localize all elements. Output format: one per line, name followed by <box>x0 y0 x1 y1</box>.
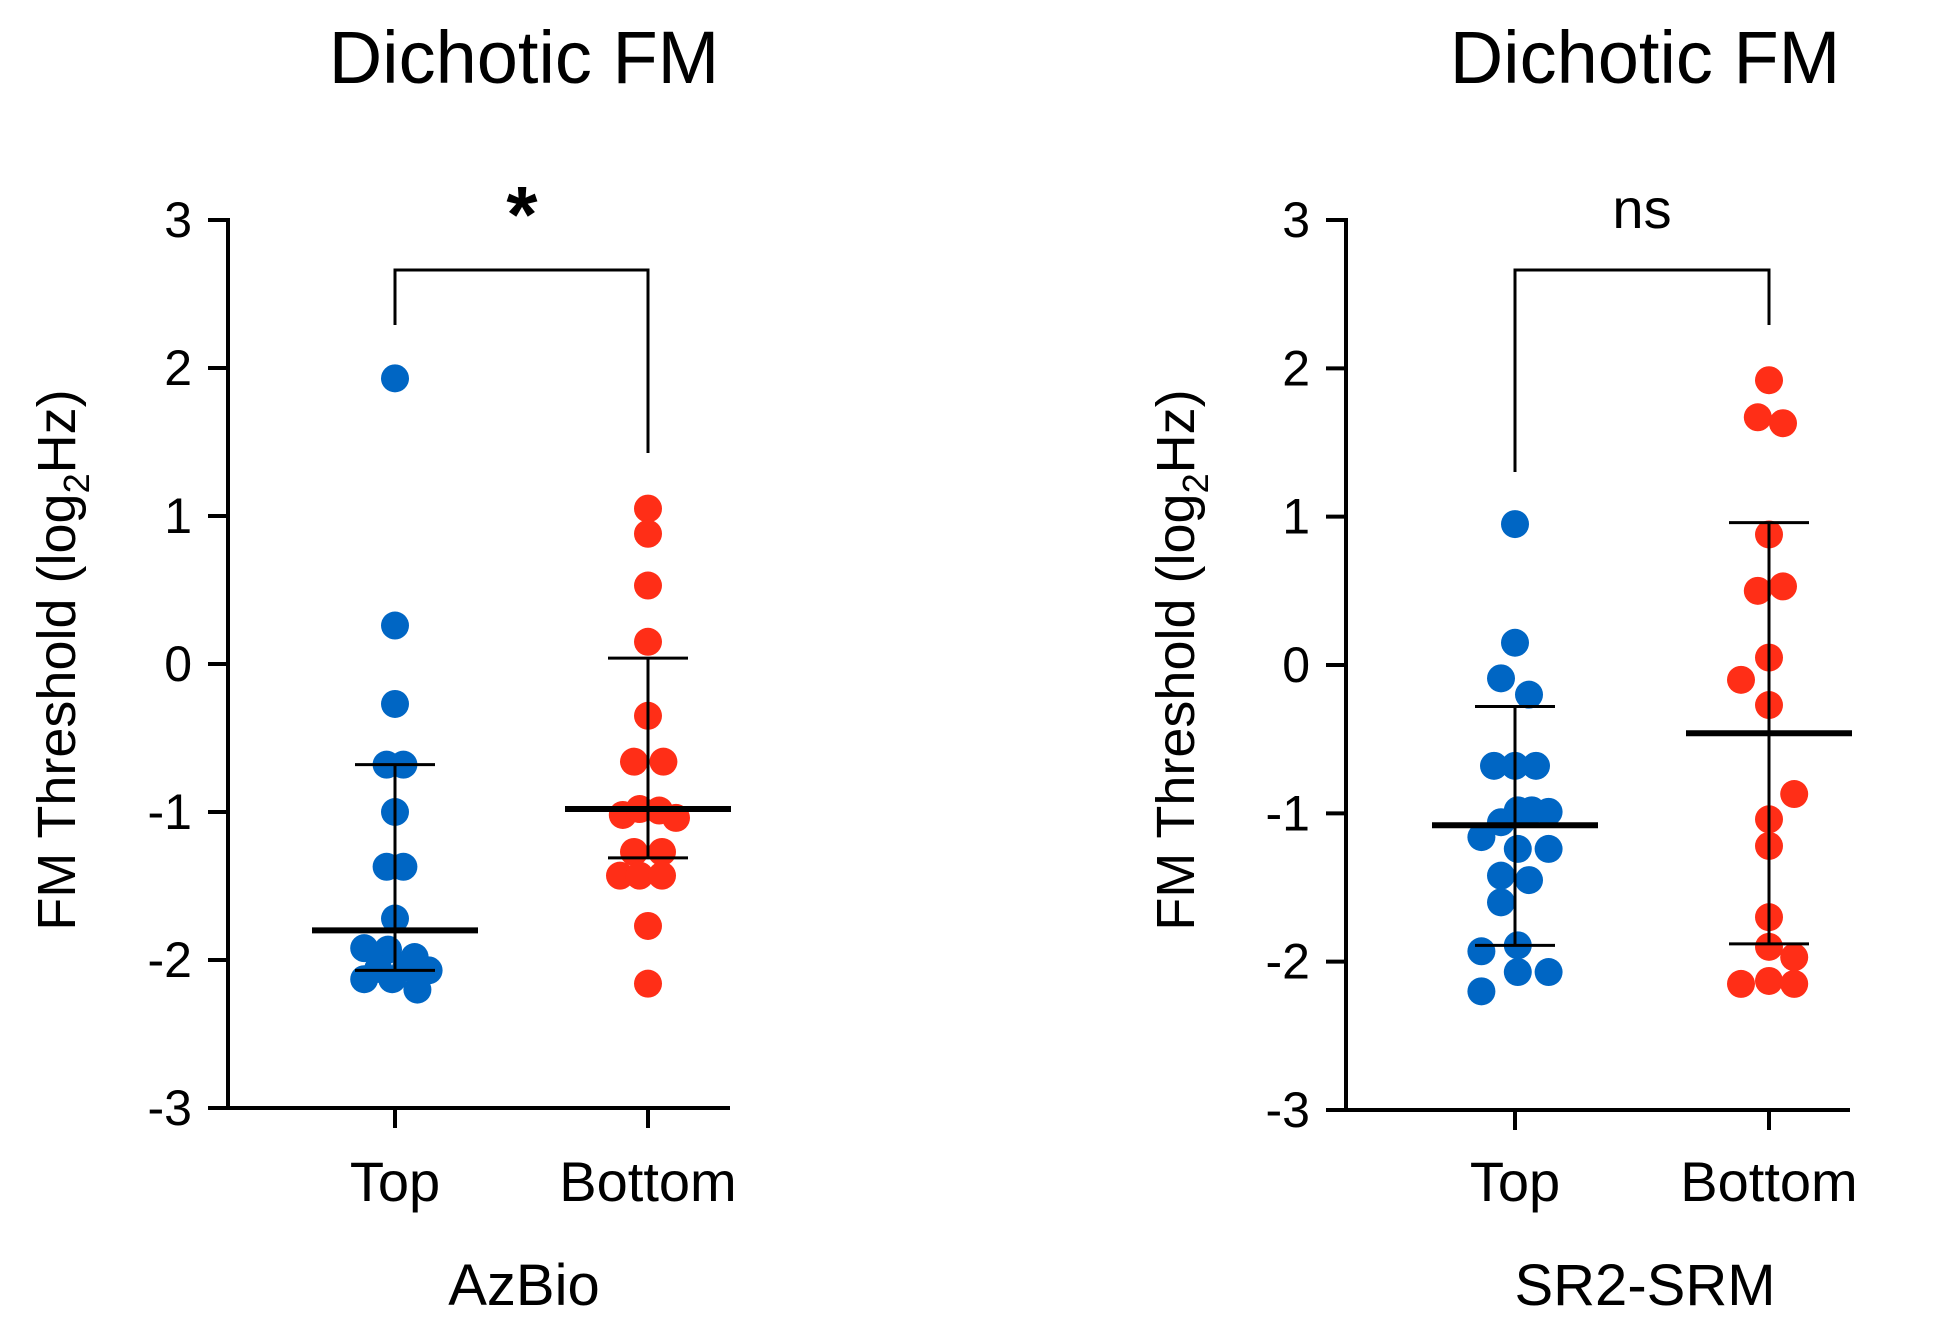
data-point <box>620 747 648 776</box>
data-point <box>381 689 409 718</box>
significance-bracket <box>393 268 650 453</box>
data-point <box>1534 834 1563 863</box>
data-point <box>381 364 409 393</box>
data-point <box>1769 409 1797 438</box>
axes <box>1326 218 1850 1130</box>
data-point <box>1515 866 1543 895</box>
y-axis-label-main: FM Threshold (log <box>27 493 87 930</box>
y-tick-label: -1 <box>148 784 192 840</box>
y-axis-label: FM Threshold (log2Hz) <box>1146 389 1216 930</box>
series-top <box>1432 510 1598 1006</box>
chart-title: Dichotic FM <box>1450 16 1841 99</box>
data-point <box>625 861 654 890</box>
data-point <box>634 571 662 600</box>
y-tick-label: 3 <box>164 192 192 248</box>
data-point <box>1743 403 1772 432</box>
chart-title: Dichotic FM <box>329 16 720 99</box>
data-point <box>1727 665 1755 694</box>
category-label-bottom: Bottom <box>1680 1150 1857 1213</box>
y-tick-label: -3 <box>1266 1082 1310 1138</box>
y-tick-label: 0 <box>164 636 192 692</box>
data-point <box>634 911 662 940</box>
data-point <box>634 494 662 523</box>
y-tick-label: -3 <box>148 1080 192 1136</box>
category-label-bottom: Bottom <box>559 1150 736 1213</box>
data-point <box>1501 510 1529 539</box>
x-axis-label: SR2-SRM <box>1514 1253 1775 1318</box>
y-tick-label: 3 <box>1282 192 1310 248</box>
significance-label: ns <box>1612 177 1671 240</box>
y-tick-label: -2 <box>148 932 192 988</box>
data-marks <box>1432 366 1852 1006</box>
data-point <box>1780 969 1809 998</box>
y-tick-label: 1 <box>1282 489 1310 545</box>
y-axis-label-end: Hz) <box>1146 389 1206 473</box>
data-point <box>1487 861 1515 890</box>
y-tick-label: 0 <box>1282 637 1310 693</box>
data-point <box>1780 943 1809 972</box>
chart-panel-sr2-srm: Dichotic FM SR2-SRM FM Threshold (log2Hz… <box>1146 16 1858 1318</box>
y-tick-label: -2 <box>1266 934 1310 990</box>
data-point <box>1515 680 1543 709</box>
significance-bracket <box>1513 268 1771 472</box>
data-point <box>1480 751 1508 780</box>
data-point <box>648 861 676 890</box>
data-point <box>634 519 662 548</box>
data-point <box>1503 834 1532 863</box>
y-tick-label: 1 <box>164 488 192 544</box>
y-tick-labels: -3 -2 -1 0 1 2 3 <box>1266 192 1310 1138</box>
data-point <box>392 953 421 982</box>
data-point <box>381 611 409 640</box>
data-point <box>1743 576 1772 605</box>
data-point <box>1755 366 1783 395</box>
data-point <box>1727 969 1755 998</box>
y-axis-label-end: Hz) <box>27 389 87 473</box>
y-axis-label-subscript: 2 <box>56 473 97 493</box>
data-point <box>1522 751 1550 780</box>
y-tick-label: -1 <box>1266 785 1310 841</box>
data-point <box>350 934 379 963</box>
data-point <box>620 837 648 866</box>
series-top <box>312 364 478 1004</box>
category-label-top: Top <box>350 1150 440 1213</box>
y-tick-label: 2 <box>1282 340 1310 396</box>
data-point <box>1755 932 1783 961</box>
chart-panel-azbio: Dichotic FM AzBio FM Threshold (log2Hz) … <box>27 16 737 1318</box>
data-point <box>606 861 634 890</box>
y-axis-label-main: FM Threshold (log <box>1146 493 1206 930</box>
x-axis-label: AzBio <box>448 1253 600 1318</box>
category-label-top: Top <box>1470 1150 1560 1213</box>
data-point <box>649 747 678 776</box>
data-point <box>1467 823 1496 852</box>
data-point <box>1501 628 1529 657</box>
y-tick-labels: -3 -2 -1 0 1 2 3 <box>148 192 192 1136</box>
significance-label: * <box>506 170 538 259</box>
data-point <box>1780 780 1809 809</box>
data-point <box>1503 958 1532 987</box>
data-point <box>634 627 662 656</box>
data-point <box>634 969 662 998</box>
data-point <box>1534 797 1563 826</box>
data-point <box>1487 664 1515 693</box>
data-point <box>1534 958 1563 987</box>
data-point <box>1487 888 1515 917</box>
y-axis-label: FM Threshold (log2Hz) <box>27 389 97 930</box>
series-bottom <box>565 494 731 998</box>
data-marks <box>312 364 731 1004</box>
y-tick-label: 2 <box>164 340 192 396</box>
y-axis-label-subscript: 2 <box>1175 473 1216 493</box>
series-bottom <box>1686 366 1852 998</box>
data-point <box>1769 572 1797 601</box>
data-point <box>1755 966 1783 995</box>
data-point <box>1467 937 1496 966</box>
data-point <box>1467 977 1496 1006</box>
axes <box>208 218 730 1128</box>
